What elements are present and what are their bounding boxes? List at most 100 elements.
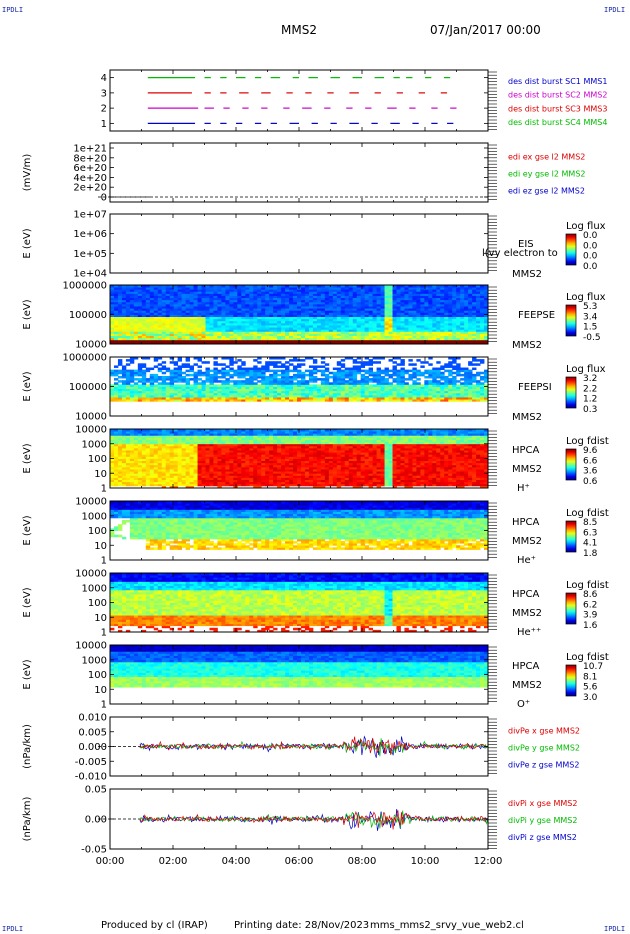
spectrogram-cell <box>169 369 175 373</box>
spectrogram-cell <box>265 361 270 364</box>
spectrogram-cell <box>428 322 433 326</box>
spectrogram-cell <box>300 320 306 324</box>
spectrogram-cell <box>181 316 186 320</box>
spectrogram-cell <box>201 310 206 313</box>
spectrogram-cell <box>476 339 481 343</box>
spectrogram-cell <box>468 339 473 343</box>
spectrogram-cell <box>149 306 155 309</box>
spectrogram-cell <box>340 363 346 366</box>
spectrogram-cell <box>117 380 123 383</box>
spectrogram-cell <box>392 361 397 364</box>
spectrogram-cell <box>181 341 186 345</box>
spectrogram-cell <box>265 320 270 324</box>
spectrogram-cell <box>229 331 234 334</box>
spectrogram-cell <box>185 329 190 332</box>
spectrogram-cell <box>129 335 135 339</box>
spectrogram-cell <box>249 320 254 324</box>
spectrogram-cell <box>117 384 123 387</box>
spectrogram-cell <box>161 314 167 318</box>
spectrogram-cell <box>217 306 222 309</box>
spectrogram-cell <box>436 380 441 383</box>
spectrogram-cell <box>300 363 306 366</box>
spectrogram-cell <box>420 308 425 311</box>
spectrogram-cell <box>388 337 393 341</box>
spectrogram-cell <box>448 329 453 332</box>
spectrogram-cell <box>217 316 222 320</box>
spectrogram-cell <box>312 303 318 307</box>
spectrogram-cell <box>460 327 465 330</box>
spectrogram-cell <box>197 378 202 381</box>
spectrogram-cell <box>324 331 330 334</box>
y-tick-label: 1e+07 <box>73 210 107 221</box>
spectrogram-cell <box>193 308 198 311</box>
spectrogram-cell <box>113 312 119 315</box>
spectrogram-cell <box>360 341 366 345</box>
spectrogram-cell <box>269 329 274 332</box>
spectrogram-cell <box>241 339 246 343</box>
spectrogram-cell <box>285 361 290 364</box>
spectrogram-cell <box>209 310 214 313</box>
spectrogram-cell <box>316 314 322 318</box>
spectrogram-cell <box>376 367 381 371</box>
spectrogram-cell <box>141 301 147 305</box>
spectrogram-cell <box>145 312 151 315</box>
y-tick-label: 1 <box>101 119 107 130</box>
spectrogram-cell <box>440 312 445 315</box>
spectrogram-cell <box>408 318 413 322</box>
spectrogram-cell <box>117 369 123 373</box>
spectrogram-cell <box>185 363 190 366</box>
spectrogram-cell <box>189 337 194 341</box>
spectrogram-cell <box>110 333 115 336</box>
spectrogram-cell <box>432 314 437 318</box>
spectrogram-cell <box>221 322 226 326</box>
spectrogram-cell <box>340 316 346 320</box>
spectrogram-cell <box>113 327 119 330</box>
spectrogram-cell <box>249 308 254 311</box>
spectrogram-cell <box>340 339 346 343</box>
date-title: 07/Jan/2017 00:00 <box>430 23 541 37</box>
spectrogram-cell <box>153 318 159 322</box>
spectrogram-cell <box>388 382 393 385</box>
spectrogram-cell <box>257 316 262 320</box>
spectrogram-cell <box>249 337 254 341</box>
spectrogram-cell <box>249 367 254 371</box>
spectrogram-cell <box>452 310 457 313</box>
spectrogram-cell <box>336 331 342 334</box>
spectrogram-cell <box>289 375 294 379</box>
spectrogram-cell <box>161 306 167 309</box>
spectrogram-cell <box>312 327 318 330</box>
spectrogram-cell <box>205 310 210 313</box>
spectrogram-cell <box>189 322 194 326</box>
spectrogram-cell <box>348 327 354 330</box>
spectrogram-cell <box>273 327 278 330</box>
spectrogram-cell <box>161 312 167 315</box>
spectrogram-cell <box>428 341 433 345</box>
spectrogram-cell <box>408 310 413 313</box>
spectrogram-cell <box>149 314 155 318</box>
spectrogram-cell <box>352 318 358 322</box>
spectrogram-cell <box>145 322 151 326</box>
spectrogram-cell <box>173 384 179 387</box>
spectrogram-cell <box>328 327 334 330</box>
spectrogram-cell <box>261 316 266 320</box>
spectrogram-cell <box>181 331 186 334</box>
spectrogram-cell <box>197 301 202 305</box>
spectrogram-cell <box>157 310 163 313</box>
spectrogram-cell <box>125 341 131 345</box>
spectrogram-cell <box>344 303 350 307</box>
spectrogram-cell <box>436 329 441 332</box>
spectrogram-cell <box>177 306 183 309</box>
spectrogram-cell <box>388 318 393 322</box>
spectrogram-cell <box>320 325 326 328</box>
spectrogram-cell <box>209 322 214 326</box>
spectrogram-cell <box>416 382 421 385</box>
spectrogram-cell <box>412 339 417 343</box>
spectrogram-cell <box>177 337 183 341</box>
spectrogram-cell <box>201 331 206 334</box>
spectrogram-cell <box>245 331 250 334</box>
spectrogram-cell <box>300 331 306 334</box>
spectrogram-cell <box>293 308 298 311</box>
spectrogram-cell <box>328 329 334 332</box>
spectrogram-cell <box>432 341 437 345</box>
spectrogram-cell <box>133 329 139 332</box>
